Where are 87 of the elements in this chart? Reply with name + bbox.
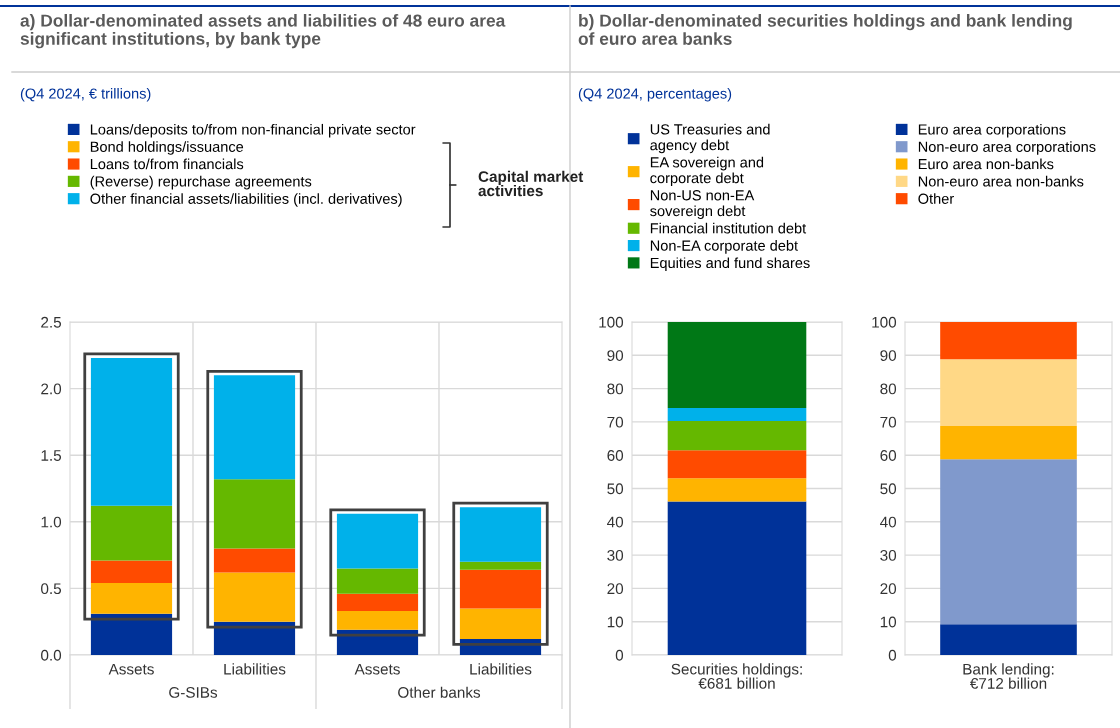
y-tick-label: 100 bbox=[599, 316, 624, 328]
legend-label: Bond holdings/issuance bbox=[90, 141, 244, 155]
y-tick-label: 50 bbox=[880, 483, 897, 495]
bar bbox=[213, 621, 296, 655]
y-tick-label: 2.0 bbox=[41, 383, 62, 395]
bar bbox=[213, 572, 296, 622]
chart-subtitle: (Q4 2024, percentages) bbox=[578, 88, 732, 102]
x-tick-label: Liabilities bbox=[470, 663, 532, 675]
legend-label: Loans/deposits to/from non-financial private sector bbox=[90, 123, 416, 138]
bar bbox=[459, 569, 542, 609]
y-tick-label: 0 bbox=[888, 649, 897, 661]
legend-label: Financial institution debt bbox=[650, 222, 807, 234]
y-tick-label: 60 bbox=[880, 450, 897, 461]
legend-label: Other bbox=[918, 193, 954, 204]
bar bbox=[336, 568, 419, 594]
legend-label: Euro area corporations bbox=[918, 123, 1066, 138]
y-tick-label: 1.5 bbox=[41, 450, 62, 461]
y-tick-label: 90 bbox=[607, 350, 624, 361]
y-tick-label: 80 bbox=[880, 383, 897, 395]
y-tick-label: 2.5 bbox=[41, 316, 62, 328]
bar bbox=[336, 513, 419, 569]
chart-title: a) Dollar-denominated assets and liabilities of 48 euro area significant institutions, by bank type bbox=[20, 14, 506, 49]
bar bbox=[336, 593, 419, 612]
bar bbox=[90, 583, 173, 614]
legend-label: US Treasuries and agency debt bbox=[650, 123, 770, 154]
y-tick-label: 100 bbox=[872, 316, 897, 328]
y-tick-label: 1.0 bbox=[41, 516, 62, 528]
x-tick-label: Bank lending: €712 billion bbox=[963, 663, 1054, 689]
y-tick-label: 40 bbox=[607, 516, 624, 528]
bar bbox=[940, 459, 1077, 625]
bar bbox=[667, 322, 807, 408]
y-tick-label: 90 bbox=[880, 350, 897, 361]
bar bbox=[90, 613, 173, 655]
legend-label: EA sovereign and corporate debt bbox=[650, 156, 764, 187]
bar bbox=[336, 629, 419, 655]
bar bbox=[940, 359, 1077, 426]
text: G-SIBs bbox=[169, 687, 218, 698]
chart-title: b) Dollar-denominated securities holdings and bank lending of euro area banks bbox=[578, 14, 1072, 45]
legend-label: Non-euro area corporations bbox=[918, 141, 1096, 155]
legend-label: (Reverse) repurchase agreements bbox=[90, 175, 312, 190]
x-tick-label: Assets bbox=[354, 663, 400, 675]
y-tick-label: 0 bbox=[615, 649, 624, 661]
bar bbox=[940, 425, 1077, 460]
bar bbox=[336, 611, 419, 630]
bar bbox=[213, 375, 296, 480]
bar bbox=[459, 561, 542, 570]
y-tick-label: 50 bbox=[607, 483, 624, 495]
x-tick-label: Assets bbox=[108, 663, 154, 675]
bar bbox=[459, 608, 542, 640]
legend-label: Non-EA corporate debt bbox=[650, 240, 798, 254]
y-tick-label: 30 bbox=[607, 549, 624, 561]
y-tick-label: 10 bbox=[607, 616, 624, 628]
x-tick-label: Securities holdings: €681 billion bbox=[671, 663, 802, 689]
y-tick-label: 0.5 bbox=[41, 583, 62, 595]
y-tick-label: 20 bbox=[880, 583, 897, 595]
bar bbox=[90, 560, 173, 584]
y-tick-label: 10 bbox=[880, 616, 897, 628]
y-tick-label: 20 bbox=[607, 583, 624, 595]
y-tick-label: 70 bbox=[880, 416, 897, 428]
text: Other banks bbox=[398, 686, 481, 698]
legend-label: Non-euro area non-banks bbox=[918, 175, 1084, 187]
bar bbox=[90, 357, 173, 506]
legend-label: Non-US non-EA sovereign debt bbox=[650, 190, 755, 220]
bar bbox=[667, 501, 807, 655]
y-tick-label: 60 bbox=[607, 450, 624, 461]
bar bbox=[667, 450, 807, 479]
y-tick-label: 70 bbox=[607, 416, 624, 428]
bar bbox=[213, 548, 296, 573]
chart-subtitle: (Q4 2024, € trillions) bbox=[20, 88, 151, 102]
legend-label: Euro area non-banks bbox=[918, 158, 1054, 170]
legend-label: Other financial assets/liabilities (incl. derivatives) bbox=[90, 193, 402, 207]
bar bbox=[459, 507, 542, 562]
y-tick-label: 40 bbox=[880, 516, 897, 528]
bar bbox=[940, 624, 1077, 655]
y-tick-label: 80 bbox=[607, 383, 624, 395]
legend-label: Equities and fund shares bbox=[650, 257, 810, 271]
legend-label: Loans to/from financials bbox=[90, 158, 244, 170]
bar bbox=[213, 479, 296, 549]
bar bbox=[90, 505, 173, 561]
y-tick-label: 0.0 bbox=[41, 649, 62, 661]
bar bbox=[667, 407, 807, 421]
text: Capital market activities bbox=[478, 170, 584, 197]
bar bbox=[667, 420, 807, 451]
bar bbox=[940, 322, 1077, 360]
bar bbox=[667, 478, 807, 502]
y-tick-label: 30 bbox=[880, 549, 897, 561]
x-tick-label: Liabilities bbox=[224, 663, 286, 675]
